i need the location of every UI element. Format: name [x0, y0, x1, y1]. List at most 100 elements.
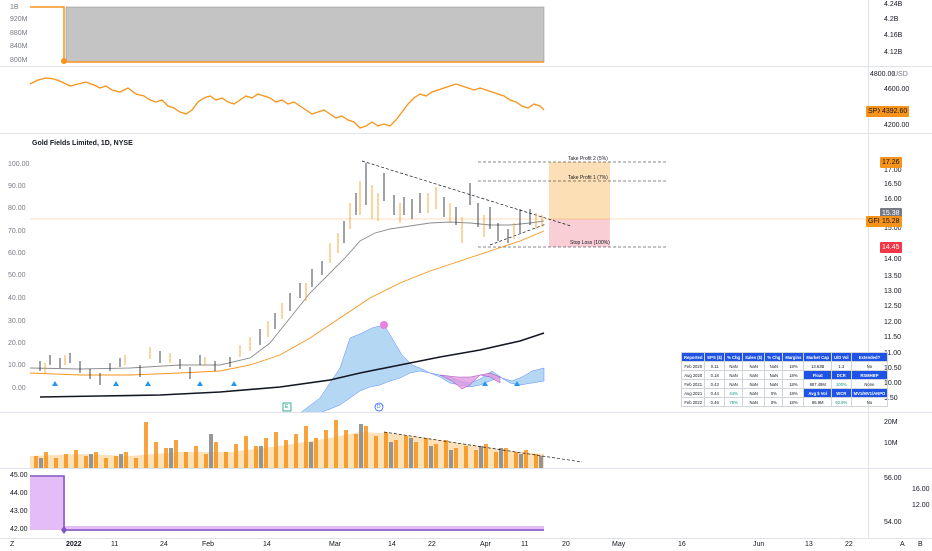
price-chip-current: 15.28	[880, 216, 902, 227]
table-header: Margins	[782, 352, 805, 362]
table-cell: 0.18	[704, 370, 726, 380]
axis-label: 4.24B	[884, 1, 903, 8]
axis-label: 9.50	[884, 395, 898, 402]
time-label: 11	[521, 541, 529, 548]
gfi-symbol-chip: GFI	[866, 216, 882, 227]
price-scale-border	[868, 0, 869, 540]
table-row: Feb 2020 0.11 NaN NaN NaN 18% 13.63B 1.3…	[680, 361, 889, 371]
table-header: % Chg	[724, 352, 744, 362]
take-profit-2-label: Take Profit 2 (5%)	[568, 156, 608, 162]
time-label: 22	[428, 541, 436, 548]
axis-label: 20.00	[8, 340, 26, 347]
pane-separator-1[interactable]	[0, 66, 932, 67]
pane-separator-3[interactable]	[0, 412, 932, 413]
table-header: EPS ($)	[704, 352, 726, 362]
table-cell: 18%	[782, 370, 805, 380]
axis-label: 12.00	[912, 502, 930, 509]
table-cell: NaN	[742, 379, 766, 389]
table-cell: Feb 2021	[680, 379, 706, 389]
market-cap-pane[interactable]: 1B 920M 880M 840M 800M 4.24B 4.2B 4.16B …	[0, 0, 932, 66]
table-cell: NaN	[724, 379, 744, 389]
volume-pane[interactable]: 20M 10M	[0, 412, 932, 468]
volume-plot	[30, 420, 583, 468]
table-cell: Feb 2020	[680, 361, 706, 371]
table-header: Market Cap	[803, 352, 832, 362]
table-cell: RSMHBP	[850, 370, 889, 380]
axis-label: 16.00	[912, 486, 930, 493]
axis-label: 100.00	[8, 161, 30, 168]
price-chip-low: 14.45	[880, 242, 902, 253]
table-header: Reported	[680, 352, 706, 362]
market-cap-plot	[30, 6, 545, 64]
table-cell: Aug 2020	[680, 370, 706, 380]
spx-price-chip: 4392.60	[880, 106, 910, 117]
axis-label: 56.00	[884, 475, 902, 482]
spx-line-plot	[29, 77, 545, 129]
axis-label: 12.50	[884, 303, 902, 310]
price-chip-mid: 15.38	[880, 208, 902, 219]
time-label: 22	[845, 541, 853, 548]
time-label: 14	[388, 541, 396, 548]
table-cell: DCR	[831, 370, 852, 380]
spx-pane[interactable]: 4800.00 4600.00 4200.00 USD SPX 4392.60	[0, 66, 932, 133]
table-row: Feb 2022 0.46 75% NaN 0% 18% 96.9M 92.9%…	[680, 397, 889, 407]
axis-label: 16.00	[884, 196, 902, 203]
axis-label: 30.00	[8, 318, 26, 325]
auto-scale-button[interactable]: A	[900, 541, 905, 548]
pane-separator-2[interactable]	[0, 133, 932, 134]
axis-label: 4.12B	[884, 49, 903, 56]
table-cell: NaN	[742, 388, 766, 398]
axis-label: 45.00	[10, 472, 28, 479]
table-cell: 100%	[831, 379, 852, 389]
table-cell: No	[850, 361, 889, 371]
axis-label: 4.16B	[884, 32, 903, 39]
table-cell: 0%	[764, 388, 784, 398]
axis-label: 15.00	[884, 225, 902, 232]
table-cell: NaN	[724, 370, 744, 380]
axis-label: 42.00	[10, 526, 28, 533]
axis-label: 13.50	[884, 273, 902, 280]
table-row: Feb 2021 0.43 NaN NaN NaN 18% 887.49M 10…	[680, 379, 889, 389]
currency-label: USD	[893, 71, 908, 78]
axis-label: 43.00	[10, 508, 28, 515]
axis-label: 44.00	[10, 490, 28, 497]
table-header: % Chg	[764, 352, 784, 362]
table-cell: Avg $ Vol	[803, 388, 832, 398]
axis-label: 10M	[884, 440, 898, 447]
axis-label: 14.00	[884, 256, 902, 263]
table-cell: 18%	[782, 397, 805, 407]
axis-label: 11.50	[884, 334, 901, 341]
axis-label: 80.00	[8, 205, 26, 212]
table-cell: 44%	[724, 388, 744, 398]
time-label: Apr	[480, 541, 491, 548]
spx-symbol-chip: SPX	[866, 106, 885, 117]
axis-label: 920M	[10, 16, 28, 23]
axis-label: 4800.00	[870, 71, 896, 78]
rsi-pane[interactable]: 45.00 44.00 43.00 42.00 56.00 54.00 16.0…	[0, 468, 932, 538]
table-cell: 0%	[764, 397, 784, 407]
table-cell: No	[850, 397, 889, 407]
axis-label: 13.00	[884, 288, 902, 295]
time-label: 24	[160, 541, 168, 548]
log-scale-button[interactable]: B	[918, 541, 923, 548]
time-label: 20	[562, 541, 570, 548]
axis-label: 1B	[10, 4, 19, 11]
time-label: May	[612, 541, 626, 548]
axis-label: 11.00	[884, 350, 901, 357]
axis-label: 50.00	[8, 272, 26, 279]
axis-label: 10.00	[884, 380, 902, 387]
time-label: 16	[678, 541, 686, 548]
take-profit-1-label: Take Profit 1 (7%)	[568, 175, 608, 181]
time-axis[interactable]: Z 2022 11 24 Feb 14 Mar 14 22 Apr 11 20 …	[0, 538, 932, 551]
pane-separator-4[interactable]	[0, 468, 932, 469]
table-cell: MV1/MV1/ANPO	[850, 388, 889, 398]
time-label: Mar	[329, 541, 342, 548]
price-chip-high: 17.26	[880, 157, 902, 168]
axis-label: 20M	[884, 419, 898, 426]
table-row: Aug 2021 0.44 44% NaN 0% 18% Avg $ Vol W…	[680, 388, 889, 398]
table-cell: NaN	[742, 370, 766, 380]
time-label: Z	[10, 541, 15, 548]
main-price-plot	[29, 160, 868, 412]
main-chart-pane[interactable]: Gold Fields Limited, 1D, NYSE 100.00 90.…	[0, 133, 932, 412]
chart-title[interactable]: Gold Fields Limited, 1D, NYSE	[32, 140, 133, 147]
